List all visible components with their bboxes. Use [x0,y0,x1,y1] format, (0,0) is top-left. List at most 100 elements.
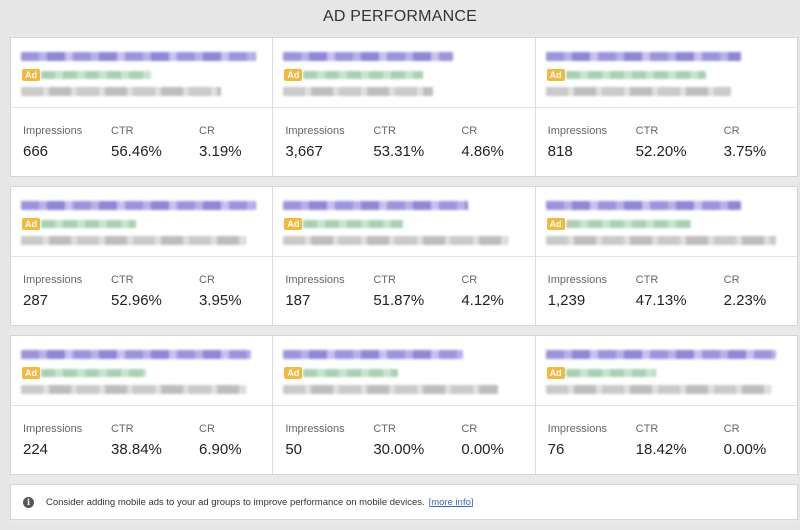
cr-value: 0.00% [723,440,767,458]
ad-url-blurred [41,220,136,228]
cr-label: CR [199,422,215,435]
impressions-value: 187 [285,291,311,309]
ad-badge: Ad [284,69,303,81]
ad-preview[interactable]: Ad [11,38,273,108]
ad-card[interactable]: Ad Impressions 76 CTR 18.42% CR 0.00% [535,336,797,474]
ad-description-blurred [545,236,776,245]
ctr-value: 52.20% [635,142,687,160]
ctr-value: 52.96% [111,291,162,309]
cr-label: CR [461,273,478,286]
page-title: AD PERFORMANCE [323,8,477,25]
cr-value: 0.00% [461,440,504,458]
ad-card[interactable]: Ad Impressions 3,667 CTR 53.31% CR 4.86% [273,38,536,176]
ctr-value: 38.84% [111,440,162,458]
ctr-label: CTR [373,124,396,137]
ad-stats: Impressions 1,239 CTR 47.13% CR 2.23% [536,257,797,325]
cr-value: 4.86% [461,142,504,160]
ad-url-blurred [565,369,656,377]
ad-preview[interactable]: Ad [535,336,797,406]
ad-url-blurred [303,220,404,228]
ad-preview[interactable]: Ad [11,187,273,257]
ad-preview[interactable]: Ad [11,336,273,406]
ad-row: Ad Impressions 224 CTR 38.84% CR 6.90% Ad I… [10,335,798,475]
ad-url-blurred [565,71,706,79]
ad-badge: Ad [546,218,565,230]
ad-badge: Ad [22,367,40,379]
ad-description-blurred [21,87,221,96]
ad-preview[interactable]: Ad [535,187,797,257]
ad-stats: Impressions 224 CTR 38.84% CR 6.90% [11,406,272,474]
ad-url-blurred [565,220,691,228]
ad-url-blurred [303,71,424,79]
cr-value: 3.19% [199,142,242,160]
notice-text: Consider adding mobile ads to your ad gr… [46,496,425,508]
impressions-value: 76 [547,440,565,458]
cr-value: 3.95% [199,291,242,309]
more-info-link[interactable]: [more info] [428,496,474,508]
ad-card[interactable]: Ad Impressions 818 CTR 52.20% CR 3.75% [535,38,797,176]
ad-headline-blurred [283,52,454,61]
cr-label: CR [461,124,478,137]
ad-badge: Ad [284,218,303,230]
ctr-label: CTR [111,273,134,286]
impressions-label: Impressions [547,124,607,137]
ad-description-blurred [545,385,771,394]
cr-label: CR [461,422,478,435]
ad-url-blurred [303,369,399,377]
ad-badge: Ad [22,69,40,81]
impressions-label: Impressions [547,422,607,435]
ctr-label: CTR [635,273,659,286]
ad-description-blurred [283,385,499,394]
ad-row: Ad Impressions 287 CTR 52.96% CR 3.95% Ad I… [10,186,798,326]
ad-card[interactable]: Ad Impressions 287 CTR 52.96% CR 3.95% [11,187,274,325]
ad-stats: Impressions 818 CTR 52.20% CR 3.75% [536,108,797,176]
ad-description-blurred [21,236,246,245]
impressions-value: 818 [547,142,573,160]
cr-value: 3.75% [723,142,767,160]
ad-card[interactable]: Ad Impressions 187 CTR 51.87% CR 4.12% [273,187,536,325]
ctr-value: 30.00% [373,440,425,458]
ad-stats: Impressions 187 CTR 51.87% CR 4.12% [273,257,534,325]
cr-value: 2.23% [723,291,767,309]
cr-label: CR [723,422,740,435]
ctr-label: CTR [373,273,396,286]
ad-badge: Ad [546,367,565,379]
ad-row: Ad Impressions 666 CTR 56.46% CR 3.19% Ad I… [10,37,798,177]
impressions-value: 224 [23,440,49,458]
ad-preview[interactable]: Ad [535,38,797,108]
ad-headline-blurred [283,350,464,359]
ad-preview[interactable]: Ad [273,187,535,257]
ctr-label: CTR [635,124,659,137]
ad-preview[interactable]: Ad [273,38,535,108]
ad-stats: Impressions 76 CTR 18.42% CR 0.00% [536,406,797,474]
ctr-label: CTR [373,422,396,435]
ad-stats: Impressions 287 CTR 52.96% CR 3.95% [11,257,272,325]
ad-headline-blurred [21,52,256,61]
impressions-label: Impressions [547,273,607,286]
ad-card[interactable]: Ad Impressions 1,239 CTR 47.13% CR 2.23% [535,187,797,325]
impressions-label: Impressions [285,124,345,137]
ad-badge: Ad [546,69,565,81]
ad-stats: Impressions 50 CTR 30.00% CR 0.00% [273,406,534,474]
impressions-label: Impressions [23,422,83,435]
impressions-label: Impressions [285,422,345,435]
ad-card[interactable]: Ad Impressions 224 CTR 38.84% CR 6.90% [11,336,274,474]
ctr-value: 53.31% [373,142,425,160]
ad-badge: Ad [22,218,40,230]
ctr-value: 47.13% [635,291,687,309]
ad-stats: Impressions 3,667 CTR 53.31% CR 4.86% [273,108,534,176]
ad-description-blurred [545,87,731,96]
ad-preview[interactable]: Ad [273,336,535,406]
impressions-value: 3,667 [285,142,323,160]
ctr-label: CTR [111,124,134,137]
ctr-value: 51.87% [373,291,425,309]
impressions-value: 50 [285,440,303,458]
ad-card[interactable]: Ad Impressions 666 CTR 56.46% CR 3.19% [11,38,274,176]
ad-description-blurred [283,236,509,245]
ad-performance-panel: Ad Impressions 666 CTR 56.46% CR 3.19% Ad I… [10,34,798,524]
ctr-label: CTR [111,422,134,435]
ctr-value: 56.46% [111,142,162,160]
ad-stats: Impressions 666 CTR 56.46% CR 3.19% [11,108,272,176]
ad-card[interactable]: Ad Impressions 50 CTR 30.00% CR 0.00% [273,336,536,474]
ad-description-blurred [283,87,434,96]
